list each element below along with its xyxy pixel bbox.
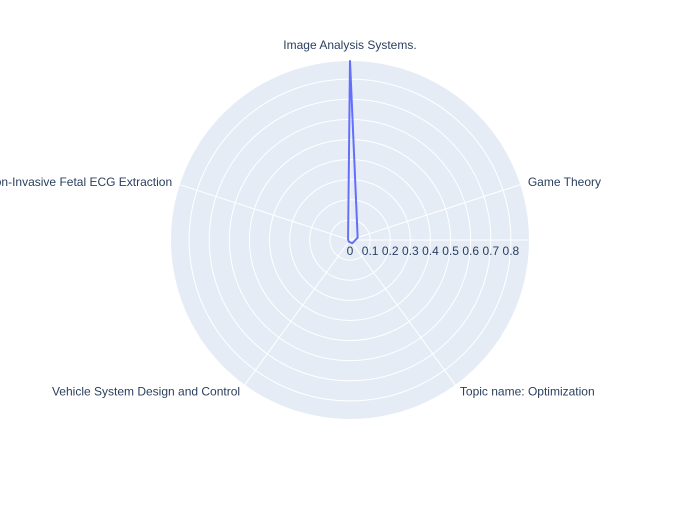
radial-tick-label: 0.7 — [482, 244, 499, 258]
series-line — [347, 60, 359, 245]
radial-tick-label: 0 — [347, 244, 354, 258]
angular-gridline — [349, 239, 456, 386]
angular-axis-labels: Image Analysis Systems. Game Theory Topic … — [0, 38, 601, 398]
angular-gridline — [179, 184, 351, 241]
radial-tick-label: 0.8 — [503, 244, 520, 258]
radial-tick-label: 0.4 — [422, 244, 439, 258]
angular-axis-label: Non-Invasive Fetal ECG Extraction — [0, 175, 172, 189]
radial-tick-labels: 0 0.1 0.2 0.3 0.4 0.5 0.6 0.7 0.8 — [347, 244, 520, 258]
series-layer — [347, 60, 359, 245]
angular-axis-label: Game Theory — [528, 175, 601, 189]
radial-tick-label: 0.6 — [462, 244, 479, 258]
angular-axis-label: Topic name: Optimization — [460, 384, 595, 398]
angular-axis-label: Vehicle System Design and Control — [52, 384, 240, 398]
angular-gridline — [349, 184, 521, 241]
radial-tick-label: 0.5 — [442, 244, 459, 258]
radial-tick-label: 0.3 — [402, 244, 419, 258]
radial-tick-label: 0.1 — [362, 244, 379, 258]
angular-axis-label: Image Analysis Systems. — [283, 38, 416, 52]
polar-grid — [179, 61, 529, 402]
radial-tick-label: 0.2 — [382, 244, 399, 258]
angular-gridline — [244, 239, 351, 386]
